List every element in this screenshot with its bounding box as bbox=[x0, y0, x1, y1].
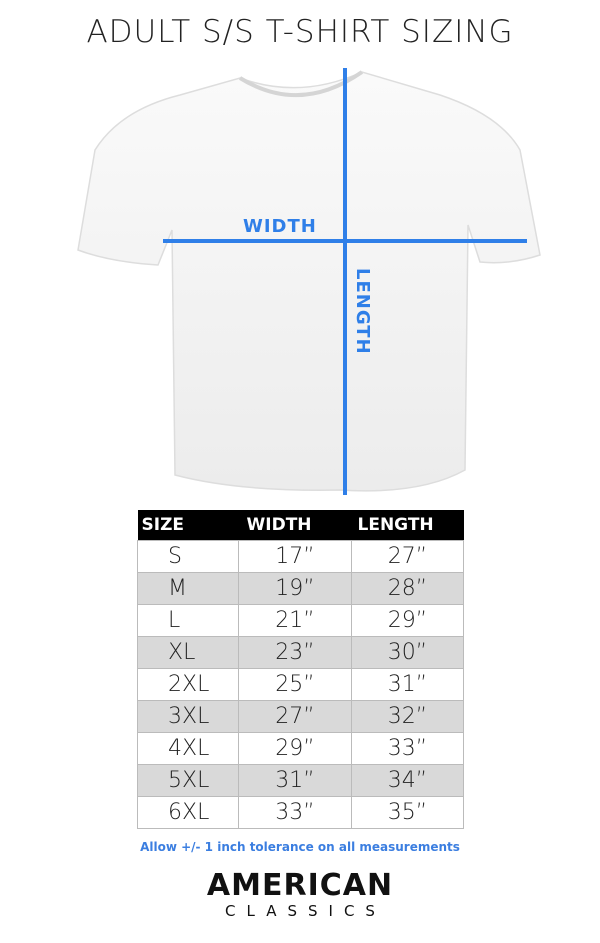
cell-size: 6XL bbox=[137, 796, 239, 829]
cell-length: 32” bbox=[351, 700, 464, 733]
table-row: S 17” 27” bbox=[137, 540, 464, 573]
header-size: SIZE bbox=[137, 510, 239, 541]
t-shirt-diagram bbox=[77, 68, 541, 495]
cell-size: XL bbox=[137, 636, 239, 669]
header-width: WIDTH bbox=[238, 510, 352, 541]
cell-width: 19” bbox=[238, 572, 352, 605]
cell-size: 5XL bbox=[137, 764, 239, 797]
cell-length: 27” bbox=[351, 540, 464, 573]
size-table: SIZE WIDTH LENGTH S 17” 27” M 19” 28” L 21” 29” X… bbox=[137, 510, 464, 829]
cell-length: 33” bbox=[351, 732, 464, 765]
table-row: 4XL 29” 33” bbox=[137, 732, 464, 765]
logo-line2: CLASSICS bbox=[225, 902, 386, 920]
cell-width: 33” bbox=[238, 796, 352, 829]
table-row: 6XL 33” 35” bbox=[137, 796, 464, 829]
cell-width: 25” bbox=[238, 668, 352, 701]
table-row: L 21” 29” bbox=[137, 604, 464, 637]
cell-length: 35” bbox=[351, 796, 464, 829]
table-row: 5XL 31” 34” bbox=[137, 764, 464, 797]
logo-line1: AMERICAN bbox=[206, 868, 394, 903]
table-row: XL 23” 30” bbox=[137, 636, 464, 669]
cell-width: 23” bbox=[238, 636, 352, 669]
cell-width: 27” bbox=[238, 700, 352, 733]
cell-size: 4XL bbox=[137, 732, 239, 765]
length-label: LENGTH bbox=[352, 268, 373, 355]
cell-length: 29” bbox=[351, 604, 464, 637]
cell-length: 30” bbox=[351, 636, 464, 669]
cell-length: 28” bbox=[351, 572, 464, 605]
tolerance-note: Allow +/- 1 inch tolerance on all measur… bbox=[140, 840, 460, 854]
table-row: 3XL 27” 32” bbox=[137, 700, 464, 733]
cell-size: S bbox=[137, 540, 239, 573]
page-title: ADULT S/S T-SHIRT SIZING bbox=[86, 14, 514, 50]
cell-size: 3XL bbox=[137, 700, 239, 733]
t-shirt-image bbox=[77, 71, 541, 492]
cell-width: 29” bbox=[238, 732, 352, 765]
cell-size: M bbox=[137, 572, 239, 605]
cell-size: 2XL bbox=[137, 668, 239, 701]
table-row: M 19” 28” bbox=[137, 572, 464, 605]
cell-length: 34” bbox=[351, 764, 464, 797]
width-label: WIDTH bbox=[243, 216, 317, 237]
cell-width: 17” bbox=[238, 540, 352, 573]
table-row: 2XL 25” 31” bbox=[137, 668, 464, 701]
cell-size: L bbox=[137, 604, 239, 637]
table-header: SIZE WIDTH LENGTH bbox=[137, 510, 464, 541]
cell-width: 31” bbox=[238, 764, 352, 797]
cell-length: 31” bbox=[351, 668, 464, 701]
header-length: LENGTH bbox=[351, 510, 464, 541]
cell-width: 21” bbox=[238, 604, 352, 637]
